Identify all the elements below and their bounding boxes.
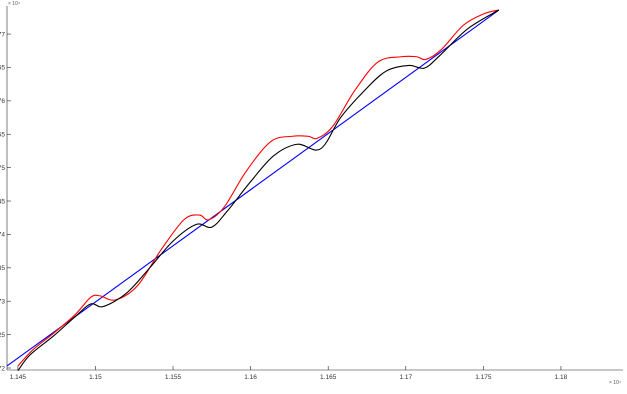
x-tick-label: 1.15 (89, 374, 102, 381)
y-tick-label: 2.745 (0, 198, 5, 205)
y-tick-label: 2.725 (0, 332, 5, 339)
x-tick-label: 1.17 (399, 374, 412, 381)
x-tick-label: 1.165 (320, 374, 337, 381)
y-tick-label: 2.76 (0, 98, 5, 105)
y-tick-label: 2.75 (0, 165, 5, 172)
series-line-black (17, 9, 500, 372)
y-tick-label: 2.72 (0, 365, 5, 372)
series-lines (6, 9, 500, 372)
y-tick-label: 2.765 (0, 65, 5, 72)
x-exponent-label: × 10⁴ (609, 380, 621, 386)
x-axis-ticks: 1.145 1.15 1.155 1.16 1.165 1.17 1.175 1.18 (10, 366, 568, 381)
x-tick-label: 1.155 (165, 374, 182, 381)
y-tick-label: 2.755 (0, 132, 5, 139)
x-tick-label: 1.18 (555, 374, 568, 381)
y-tick-label: 2.735 (0, 265, 5, 272)
x-tick-label: 1.16 (244, 374, 257, 381)
y-tick-label: 2.74 (0, 232, 5, 239)
axes (6, 6, 623, 371)
y-exponent-label: × 10⁴ (8, 1, 20, 7)
series-line-blue (6, 9, 500, 367)
x-tick-label: 1.145 (10, 374, 27, 381)
y-tick-label: 2.73 (0, 299, 5, 306)
y-axis-ticks: 2.72 2.725 2.73 2.735 2.74 2.745 2.75 2.755 2.76… (0, 31, 11, 372)
y-tick-label: 2.77 (0, 31, 5, 38)
x-tick-label: 1.175 (475, 374, 492, 381)
series-line-red (17, 9, 500, 367)
